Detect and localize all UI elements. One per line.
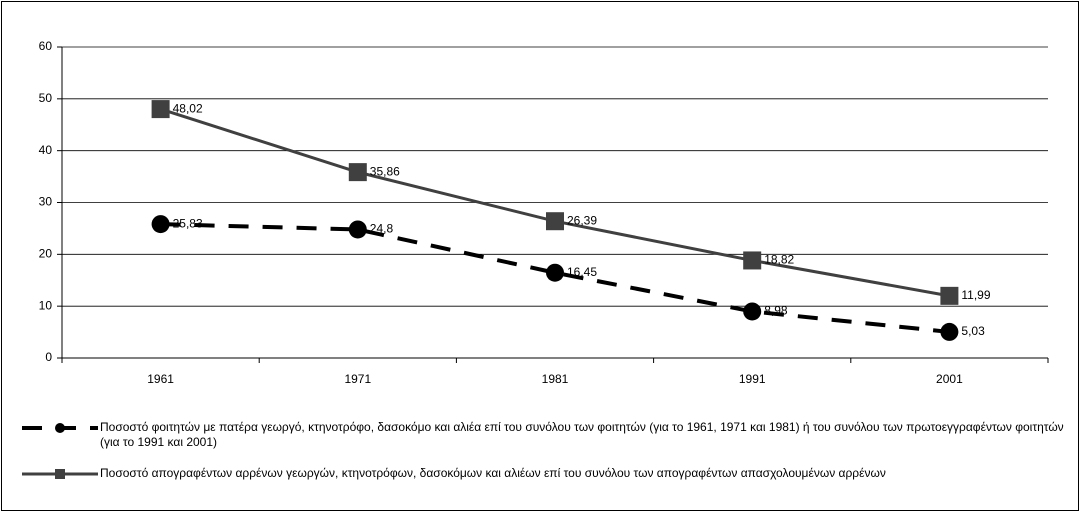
- legend-marker: [55, 423, 65, 433]
- x-tick-label: 1991: [739, 372, 766, 386]
- y-tick-label: 10: [39, 298, 53, 312]
- y-tick-label: 40: [39, 143, 53, 157]
- y-tick-label: 60: [39, 39, 53, 53]
- data-label: 16,45: [567, 265, 597, 279]
- data-point: [546, 212, 564, 231]
- x-tick-label: 1981: [542, 372, 569, 386]
- data-point: [546, 263, 564, 282]
- data-point: [743, 251, 762, 270]
- legend-label: Ποσοστό φοιτητών με πατέρα γεωργό, κτηνο…: [100, 420, 1064, 449]
- data-point: [940, 286, 959, 305]
- x-tick-label: 1971: [344, 372, 371, 386]
- x-tick-label: 2001: [936, 372, 963, 386]
- data-label: 8,98: [764, 304, 788, 318]
- data-label: 35,86: [370, 164, 400, 178]
- y-tick-label: 0: [45, 350, 52, 364]
- data-point: [348, 220, 367, 239]
- legend-marker: [55, 469, 65, 479]
- data-point: [151, 215, 170, 234]
- data-label: 11,99: [961, 288, 990, 302]
- data-label: 25,83: [173, 216, 203, 230]
- legend-swatch: [22, 469, 98, 479]
- y-tick-label: 20: [39, 247, 53, 261]
- data-label: 18,82: [764, 253, 794, 267]
- data-point: [940, 322, 959, 341]
- legend-swatch: [22, 423, 98, 433]
- data-label: 24,8: [370, 222, 394, 236]
- data-label: 5,03: [961, 324, 985, 338]
- legend-item: Ποσοστό φοιτητών με πατέρα γεωργό, κτηνο…: [20, 420, 1065, 450]
- data-point: [151, 100, 170, 119]
- y-tick-label: 30: [39, 195, 53, 209]
- legend-label: Ποσοστό απογραφέντων αρρένων γεωργών, κτ…: [100, 466, 886, 480]
- legend-item: Ποσοστό απογραφέντων αρρένων γεωργών, κτ…: [20, 466, 1065, 482]
- data-point: [743, 302, 762, 321]
- data-point: [348, 163, 367, 182]
- data-label: 48,02: [173, 101, 203, 115]
- data-label: 26,39: [567, 213, 597, 227]
- x-tick-label: 1961: [147, 372, 174, 386]
- y-tick-label: 50: [39, 91, 53, 105]
